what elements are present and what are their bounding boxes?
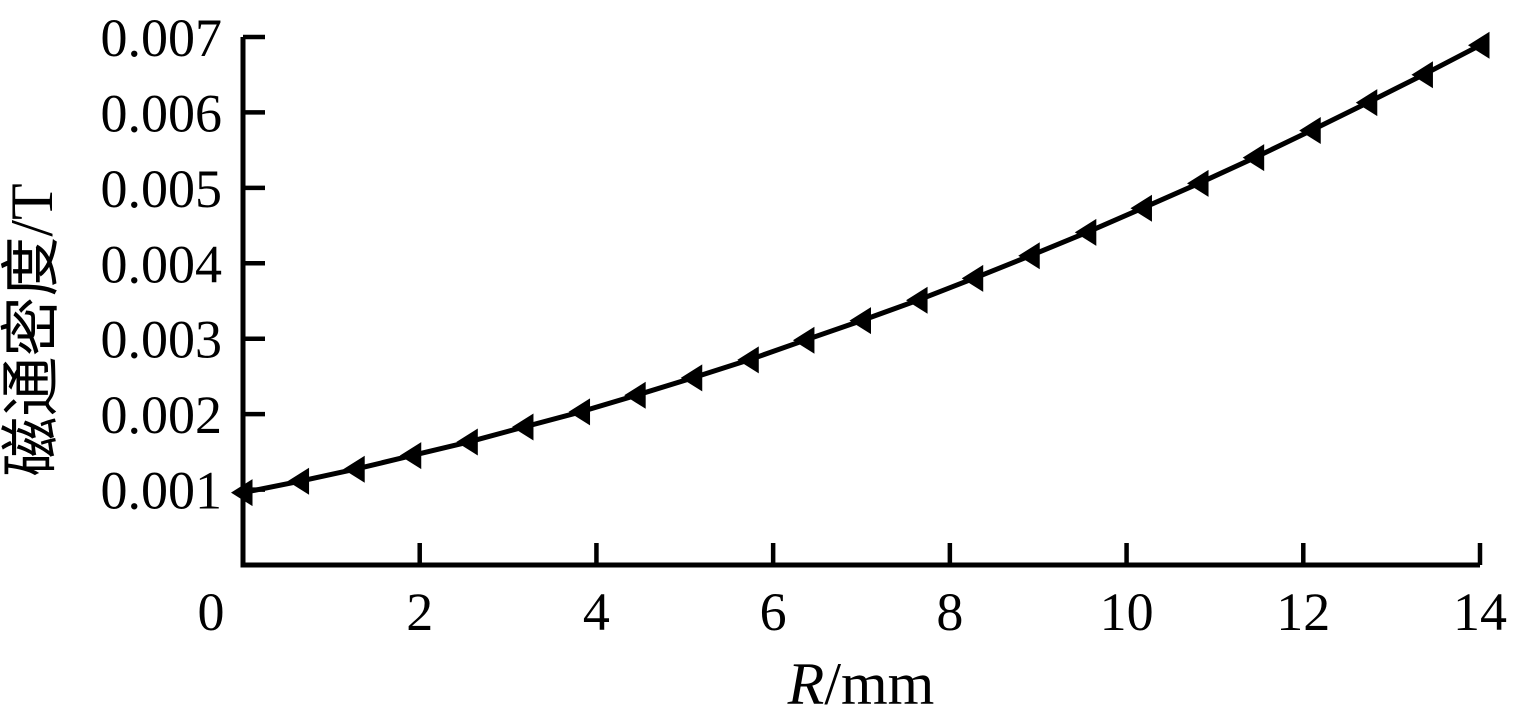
x-axis-tick-label: 0 <box>198 582 225 642</box>
data-point-marker <box>792 326 815 354</box>
series-line <box>242 43 1482 496</box>
data-point-marker <box>1187 169 1209 197</box>
x-axis-tick-label: 10 <box>1100 582 1154 642</box>
data-point-marker <box>511 413 534 441</box>
data-point-marker <box>1074 218 1097 246</box>
axis-spine <box>240 37 1480 568</box>
y-axis-tick-label: 0.002 <box>101 385 223 445</box>
y-axis-tick-label: 0.006 <box>101 83 223 143</box>
data-point-marker <box>680 364 703 392</box>
x-axis-title-variable: R <box>787 651 825 717</box>
data-point-marker <box>343 455 365 483</box>
x-axis-tick-label: 14 <box>1453 582 1507 642</box>
y-axis-tick-label: 0.005 <box>101 159 223 219</box>
data-point-marker <box>906 286 928 314</box>
series-layer <box>231 31 1490 507</box>
x-axis-tick-label: 2 <box>406 582 433 642</box>
y-axis-tick-label: 0.004 <box>101 234 223 294</box>
y-axis-tick-label: 0.001 <box>101 461 223 521</box>
data-point-marker <box>961 264 984 292</box>
data-point-marker <box>231 479 253 507</box>
data-point-marker <box>1130 194 1152 222</box>
data-point-marker <box>849 307 871 335</box>
data-point-marker <box>1242 144 1265 172</box>
x-axis-title-unit: /mm <box>824 651 934 717</box>
data-point-marker <box>1299 117 1321 145</box>
x-axis-tick-label: 12 <box>1276 582 1330 642</box>
y-axis-title: 磁通密度/T <box>0 183 65 476</box>
data-point-marker <box>624 381 646 409</box>
x-axis-tick-label: 8 <box>936 582 963 642</box>
data-point-marker <box>287 467 310 495</box>
y-axis-tick-label: 0.003 <box>101 310 223 370</box>
data-point-marker <box>1411 61 1433 89</box>
data-point-marker <box>399 442 422 470</box>
x-axis-tick-label: 4 <box>583 582 610 642</box>
y-axis-tick-label: 0.007 <box>101 8 223 68</box>
x-axis-tick-label: 6 <box>760 582 787 642</box>
data-point-marker <box>568 398 591 426</box>
data-point-marker <box>1468 31 1490 59</box>
x-axis-title: R/mm <box>787 651 935 717</box>
data-point-marker <box>1018 242 1040 270</box>
data-point-marker <box>737 346 759 374</box>
data-point-marker <box>456 428 478 456</box>
data-point-marker <box>1355 89 1378 117</box>
axes-layer: 0 2 4 6 8 10 12 14 0.001 0.002 0.003 0.004 0.005 0.00… <box>101 8 1508 642</box>
